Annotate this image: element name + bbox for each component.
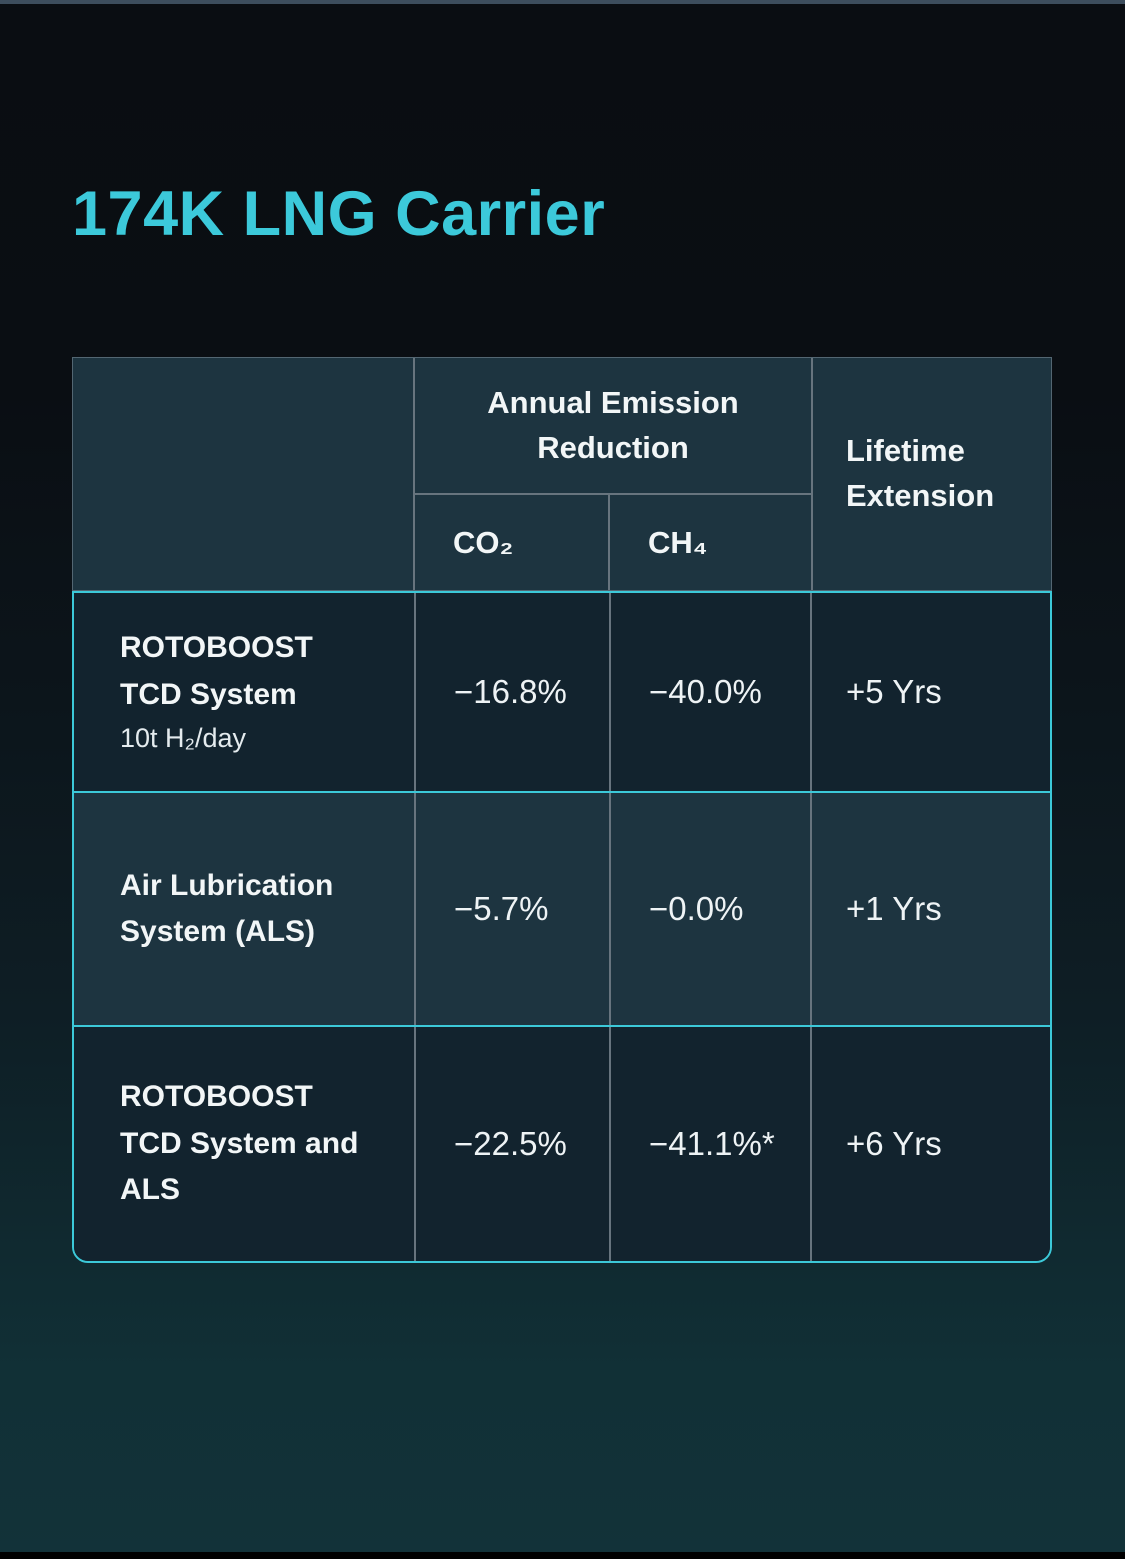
header-co2-column: CO₂: [415, 495, 610, 590]
page-title: 174K LNG Carrier: [72, 179, 606, 249]
ch4-value: −40.0%: [609, 593, 810, 791]
header-ch4-column: CH₄: [648, 524, 708, 560]
emissions-table: Annual Emission Reduction CO₂ CH₄ Lifeti…: [72, 357, 1052, 1263]
ch4-value: −41.1%*: [609, 1027, 810, 1261]
co2-value: −16.8%: [414, 593, 609, 791]
table-row-als: Air Lubrication System (ALS) −5.7% −0.0%…: [74, 791, 1050, 1025]
lifetime-value: +6 Yrs: [810, 1027, 1050, 1261]
co2-value: −22.5%: [414, 1027, 609, 1261]
row-label: ROTOBOOST TCD System: [120, 631, 313, 711]
header-corner-cell: [73, 358, 415, 590]
table-header: Annual Emission Reduction CO₂ CH₄ Lifeti…: [72, 357, 1052, 591]
top-bar: [0, 0, 1125, 4]
ch4-value: −0.0%: [609, 793, 810, 1025]
row-sublabel: 10t H₂/day: [120, 723, 247, 754]
lifetime-value: +1 Yrs: [810, 793, 1050, 1025]
row-label-cell: ROTOBOOST TCD System and ALS: [74, 1027, 414, 1261]
co2-value: −5.7%: [414, 793, 609, 1025]
bottom-bar: [0, 1552, 1125, 1559]
lifetime-value: +5 Yrs: [810, 593, 1050, 791]
row-label: Air Lubrication System (ALS): [120, 868, 334, 949]
header-annual-emission-reduction: Annual Emission Reduction: [415, 358, 811, 495]
row-label: ROTOBOOST TCD System and ALS: [120, 1080, 359, 1207]
table-body: ROTOBOOST TCD System 10t H₂/day −16.8% −…: [72, 591, 1052, 1263]
row-label-cell: ROTOBOOST TCD System 10t H₂/day: [74, 593, 414, 791]
table-row-tcd-and-als: ROTOBOOST TCD System and ALS −22.5% −41.…: [74, 1025, 1050, 1261]
row-label-cell: Air Lubrication System (ALS): [74, 793, 414, 1025]
table-row-rotoboost-tcd: ROTOBOOST TCD System 10t H₂/day −16.8% −…: [74, 593, 1050, 791]
header-lifetime-extension: Lifetime Extension: [811, 358, 1053, 590]
